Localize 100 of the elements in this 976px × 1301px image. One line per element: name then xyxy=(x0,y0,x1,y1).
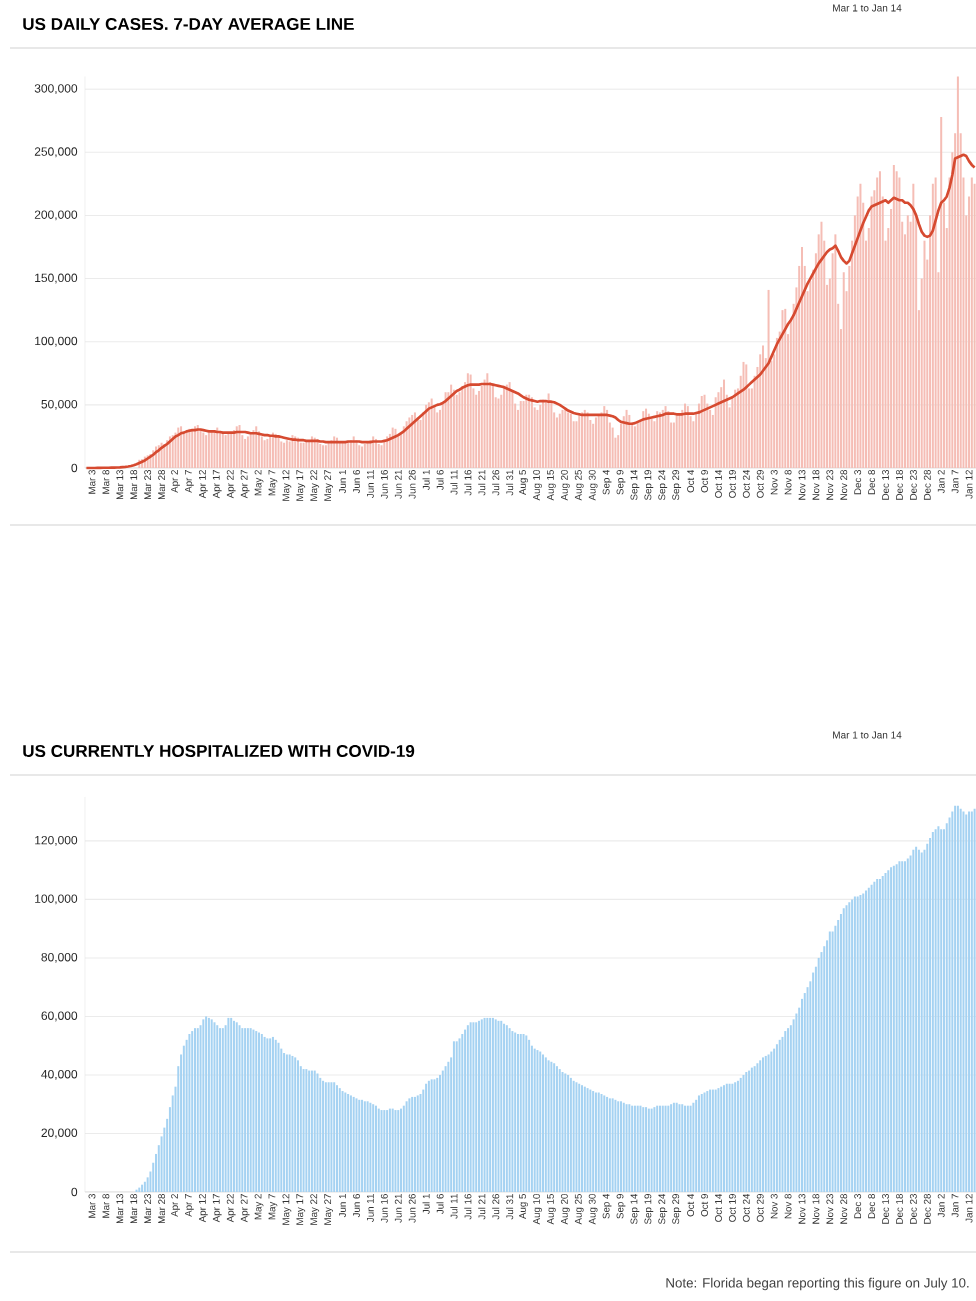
x-tick-label: Apr 12 xyxy=(198,1194,208,1223)
bar xyxy=(689,1105,692,1192)
bar xyxy=(965,814,968,1192)
bar xyxy=(269,436,272,468)
bar xyxy=(205,435,208,468)
x-tick-label: Oct 9 xyxy=(701,1194,708,1217)
bar xyxy=(366,1101,369,1192)
x-tick-label: Jun 11 xyxy=(367,1194,374,1222)
bar xyxy=(455,1041,458,1192)
y-tick-label: 50,000 xyxy=(41,399,78,410)
bar xyxy=(628,1104,631,1192)
x-tick-label: Dec 8 xyxy=(868,1194,876,1219)
x-tick-label: May 17 xyxy=(296,470,306,501)
bar xyxy=(305,441,308,468)
bar xyxy=(511,1031,514,1192)
bar xyxy=(739,1077,742,1192)
bar xyxy=(859,895,862,1192)
x-tick-label: Jul 26 xyxy=(492,1194,500,1220)
x-tick-label: Oct 14 xyxy=(715,469,722,498)
bar xyxy=(600,1093,603,1192)
x-tick-label: May 27 xyxy=(324,1194,334,1225)
bar xyxy=(238,1025,241,1192)
x-tick-label: Nov 28 xyxy=(840,470,848,500)
bar xyxy=(397,1110,400,1192)
x-tick-label: May 17 xyxy=(296,1194,306,1225)
y-tick-label: 300,000 xyxy=(34,84,78,95)
x-tick-label: Sep 29 xyxy=(672,470,682,500)
x-tick-label: Dec 13 xyxy=(882,470,889,500)
bar xyxy=(441,1070,444,1192)
bar xyxy=(547,1060,550,1192)
x-tick-label: Nov 23 xyxy=(826,1194,834,1224)
x-tick-label: Apr 27 xyxy=(240,1194,250,1223)
x-tick-label: Jul 1 xyxy=(422,470,430,490)
x-tick-label: Jan 12 xyxy=(965,470,973,499)
x-tick-label: Aug 15 xyxy=(547,470,556,501)
bar xyxy=(363,443,366,468)
bar xyxy=(338,1088,341,1192)
x-tick-label: Jun 6 xyxy=(353,1194,360,1218)
bar xyxy=(477,390,480,468)
x-tick-label: Sep 4 xyxy=(602,469,612,495)
bar xyxy=(767,1054,770,1192)
x-tick-label: Jun 16 xyxy=(380,470,388,499)
bar xyxy=(536,409,539,468)
x-tick-label: Aug 5 xyxy=(519,470,528,495)
bar xyxy=(316,438,319,468)
bar xyxy=(386,436,389,468)
x-tick-label: Dec 3 xyxy=(854,1194,862,1219)
x-tick-label: Aug 10 xyxy=(533,470,542,501)
x-tick-label: Jul 11 xyxy=(450,470,458,495)
bar xyxy=(472,1022,475,1192)
x-tick-label: Oct 14 xyxy=(715,1193,722,1222)
bar xyxy=(578,1083,581,1192)
bar xyxy=(394,1110,397,1192)
x-tick-label: Jun 11 xyxy=(367,470,374,498)
bar xyxy=(185,431,188,468)
bar xyxy=(302,442,305,468)
bar xyxy=(297,1060,300,1192)
bar xyxy=(973,808,976,1192)
x-tick-label: Nov 23 xyxy=(826,470,834,500)
bar xyxy=(497,1020,500,1192)
bar xyxy=(358,445,361,468)
bar xyxy=(753,1066,756,1192)
x-tick-label: Jul 6 xyxy=(436,1194,444,1215)
bar xyxy=(302,1069,305,1192)
bar xyxy=(912,183,915,468)
y-tick-label: 0 xyxy=(71,463,78,473)
bar xyxy=(781,310,784,468)
y-tick-label: 60,000 xyxy=(41,1011,78,1022)
bar xyxy=(252,1029,255,1192)
bar xyxy=(787,1028,790,1192)
x-tick-label: Jul 1 xyxy=(422,1194,430,1215)
bar xyxy=(533,1048,536,1192)
bar xyxy=(444,1066,447,1192)
bar xyxy=(210,430,213,468)
bar xyxy=(884,873,887,1192)
bar xyxy=(316,1073,319,1192)
bar xyxy=(274,433,277,468)
x-tick-label: Jul 11 xyxy=(450,1194,458,1219)
bar xyxy=(550,1061,553,1192)
x-tick-label: Dec 13 xyxy=(882,1194,889,1224)
bar xyxy=(494,1019,497,1192)
x-tick-label: Sep 9 xyxy=(616,470,626,495)
bar xyxy=(419,1093,422,1192)
bar xyxy=(956,76,959,468)
x-tick-label: May 22 xyxy=(310,470,320,501)
bar xyxy=(611,1098,614,1192)
bar xyxy=(703,394,706,468)
x-tick-label: May 12 xyxy=(282,470,292,501)
bar xyxy=(901,861,904,1192)
bar xyxy=(697,1095,700,1192)
x-tick-label: May 7 xyxy=(268,1194,278,1220)
x-tick-label: Mar 13 xyxy=(116,470,124,500)
bar xyxy=(767,289,770,468)
x-tick-label: Nov 8 xyxy=(784,470,792,495)
bar xyxy=(859,183,862,468)
bar xyxy=(845,905,848,1192)
bar xyxy=(505,384,508,468)
bar xyxy=(433,1079,436,1192)
x-tick-label: Jul 6 xyxy=(436,470,444,490)
bar xyxy=(714,1089,717,1192)
